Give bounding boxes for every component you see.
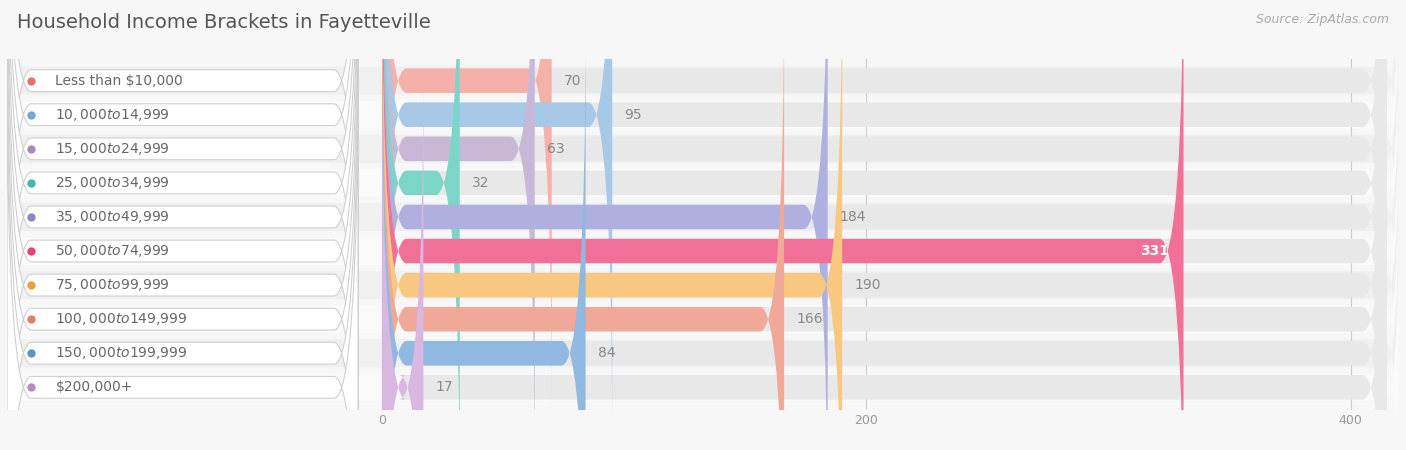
FancyBboxPatch shape: [382, 0, 612, 443]
FancyBboxPatch shape: [382, 0, 1386, 450]
Text: $100,000 to $149,999: $100,000 to $149,999: [55, 311, 188, 327]
FancyBboxPatch shape: [7, 0, 1399, 271]
FancyBboxPatch shape: [7, 0, 359, 450]
FancyBboxPatch shape: [382, 25, 585, 450]
FancyBboxPatch shape: [7, 0, 1399, 339]
FancyBboxPatch shape: [382, 0, 1386, 409]
FancyBboxPatch shape: [382, 59, 423, 450]
FancyBboxPatch shape: [382, 0, 1386, 450]
FancyBboxPatch shape: [7, 0, 359, 445]
Text: 166: 166: [796, 312, 823, 326]
FancyBboxPatch shape: [382, 25, 1386, 450]
Text: $200,000+: $200,000+: [55, 380, 132, 394]
Text: Source: ZipAtlas.com: Source: ZipAtlas.com: [1256, 14, 1389, 27]
Text: $50,000 to $74,999: $50,000 to $74,999: [55, 243, 170, 259]
Text: Household Income Brackets in Fayetteville: Household Income Brackets in Fayettevill…: [17, 14, 430, 32]
Text: 331: 331: [1140, 244, 1168, 258]
Text: $75,000 to $99,999: $75,000 to $99,999: [55, 277, 170, 293]
FancyBboxPatch shape: [7, 0, 359, 410]
Text: 63: 63: [547, 142, 564, 156]
Text: $10,000 to $14,999: $10,000 to $14,999: [55, 107, 170, 123]
Text: $35,000 to $49,999: $35,000 to $49,999: [55, 209, 170, 225]
FancyBboxPatch shape: [7, 129, 1399, 450]
FancyBboxPatch shape: [382, 0, 1184, 450]
FancyBboxPatch shape: [382, 0, 1386, 450]
FancyBboxPatch shape: [7, 0, 1399, 305]
Text: $15,000 to $24,999: $15,000 to $24,999: [55, 141, 170, 157]
FancyBboxPatch shape: [382, 0, 551, 409]
Text: 84: 84: [598, 346, 616, 360]
Text: 190: 190: [855, 278, 880, 292]
Text: 95: 95: [624, 108, 643, 122]
FancyBboxPatch shape: [7, 23, 359, 450]
FancyBboxPatch shape: [7, 163, 1399, 450]
FancyBboxPatch shape: [7, 58, 359, 450]
FancyBboxPatch shape: [7, 0, 359, 450]
FancyBboxPatch shape: [7, 61, 1399, 441]
FancyBboxPatch shape: [7, 0, 359, 450]
FancyBboxPatch shape: [382, 59, 1386, 450]
Text: 17: 17: [436, 380, 453, 394]
FancyBboxPatch shape: [7, 0, 359, 450]
FancyBboxPatch shape: [382, 0, 460, 450]
FancyBboxPatch shape: [382, 0, 842, 450]
FancyBboxPatch shape: [382, 0, 828, 450]
FancyBboxPatch shape: [382, 0, 534, 450]
FancyBboxPatch shape: [382, 0, 1386, 450]
FancyBboxPatch shape: [7, 94, 1399, 450]
FancyBboxPatch shape: [382, 0, 1386, 450]
Text: Less than $10,000: Less than $10,000: [55, 74, 183, 88]
FancyBboxPatch shape: [7, 0, 359, 450]
Text: $150,000 to $199,999: $150,000 to $199,999: [55, 345, 188, 361]
FancyBboxPatch shape: [382, 0, 785, 450]
FancyBboxPatch shape: [7, 0, 1399, 374]
Text: 70: 70: [564, 74, 581, 88]
Text: $25,000 to $34,999: $25,000 to $34,999: [55, 175, 170, 191]
FancyBboxPatch shape: [7, 0, 359, 450]
FancyBboxPatch shape: [7, 27, 1399, 407]
Text: 184: 184: [839, 210, 866, 224]
FancyBboxPatch shape: [382, 0, 1386, 443]
Text: 32: 32: [472, 176, 489, 190]
FancyBboxPatch shape: [382, 0, 1386, 450]
FancyBboxPatch shape: [7, 197, 1399, 450]
